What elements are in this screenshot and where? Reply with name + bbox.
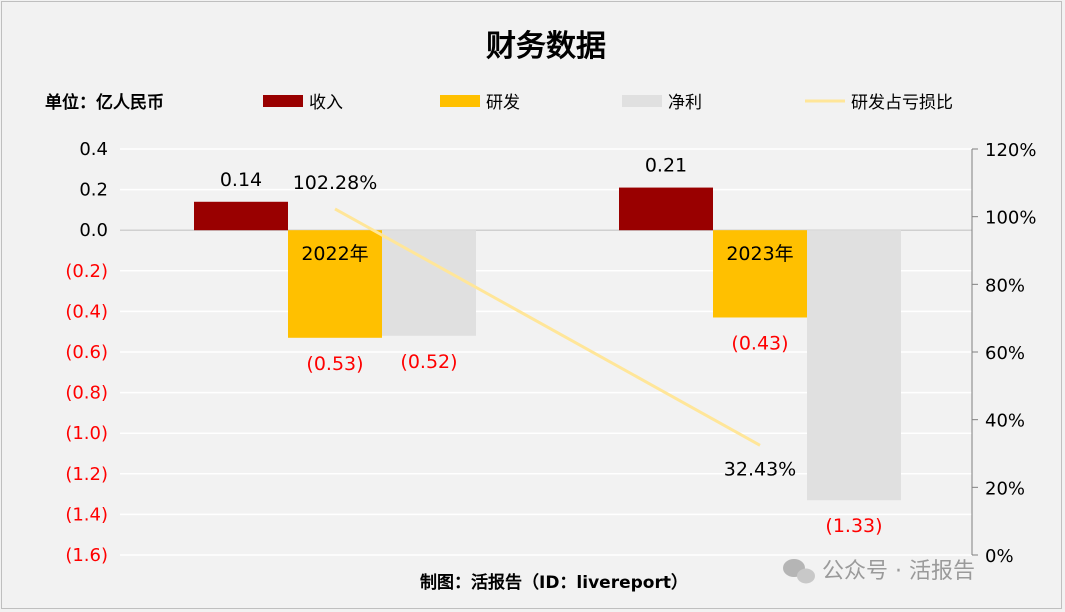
right-tick-label: 60%	[985, 343, 1025, 364]
data-label: (0.53)	[306, 353, 363, 375]
left-tick-label: (0.2)	[65, 261, 108, 282]
axes: 0.4 0.2 0.0 (0.2) (0.4) (0.6) (0.8) (1.0) (1.2) (…	[65, 139, 1036, 567]
bar-研发-2022年	[288, 230, 382, 338]
line-data-label: 102.28%	[293, 172, 378, 194]
legend-swatch	[263, 95, 303, 107]
left-tick-label: (1.0)	[65, 423, 108, 444]
data-labels: 0.14 0.21 (0.53) (0.43) (0.52) (1.33) 2022年 202…	[220, 155, 883, 538]
bar-净利-2022年	[382, 230, 476, 336]
bars	[194, 187, 901, 501]
bar-收入-2022年	[194, 201, 288, 231]
left-tick-label: (0.8)	[65, 383, 108, 404]
footer-credit: 制图：活报告（ID：livereport）	[420, 572, 688, 593]
legend-label: 净利	[668, 93, 702, 113]
watermark: 公众号 · 活报告	[783, 559, 975, 584]
data-label: (1.33)	[825, 515, 882, 537]
data-label: 0.21	[645, 155, 687, 177]
right-tick-label: 40%	[985, 411, 1025, 432]
data-label: 0.14	[220, 169, 262, 191]
legend-label: 研发占亏损比	[851, 93, 953, 113]
bar-净利-2023年	[807, 230, 901, 501]
right-tick-label: 20%	[985, 478, 1025, 499]
left-tick-label: (1.2)	[65, 464, 108, 485]
left-tick-label: (1.6)	[65, 545, 108, 566]
category-label: 2022年	[301, 243, 368, 265]
chart-title: 财务数据	[486, 29, 606, 64]
line-data-label: 32.43%	[724, 458, 796, 480]
line-研发占亏损比	[334, 207, 761, 447]
left-tick-label: (0.6)	[65, 342, 108, 363]
data-label: (0.43)	[731, 332, 788, 354]
right-tick-label: 120%	[985, 140, 1036, 161]
legend-label: 研发	[486, 93, 520, 113]
unit-label: 单位：亿人民币	[45, 92, 164, 113]
legend: 收入 研发 净利 研发占亏损比	[263, 93, 953, 113]
right-tick-label: 80%	[985, 275, 1025, 296]
bar-收入-2023年	[619, 187, 713, 231]
left-tick-label: 0.4	[79, 139, 108, 160]
legend-label: 收入	[309, 93, 343, 113]
left-tick-label: 0.2	[79, 180, 108, 201]
bar-研发-2023年	[713, 230, 807, 318]
left-tick-label: 0.0	[79, 220, 108, 241]
legend-swatch	[440, 95, 480, 107]
ratio-line	[334, 207, 761, 447]
data-label: (0.52)	[400, 351, 457, 373]
category-label: 2023年	[726, 243, 793, 265]
right-tick-label: 0%	[985, 546, 1014, 567]
wechat-icon	[783, 559, 815, 584]
watermark-text: 公众号 · 活报告	[822, 559, 975, 584]
right-tick-label: 100%	[985, 208, 1036, 229]
left-tick-label: (0.4)	[65, 301, 108, 322]
left-tick-label: (1.4)	[65, 504, 108, 525]
legend-swatch	[622, 95, 662, 107]
